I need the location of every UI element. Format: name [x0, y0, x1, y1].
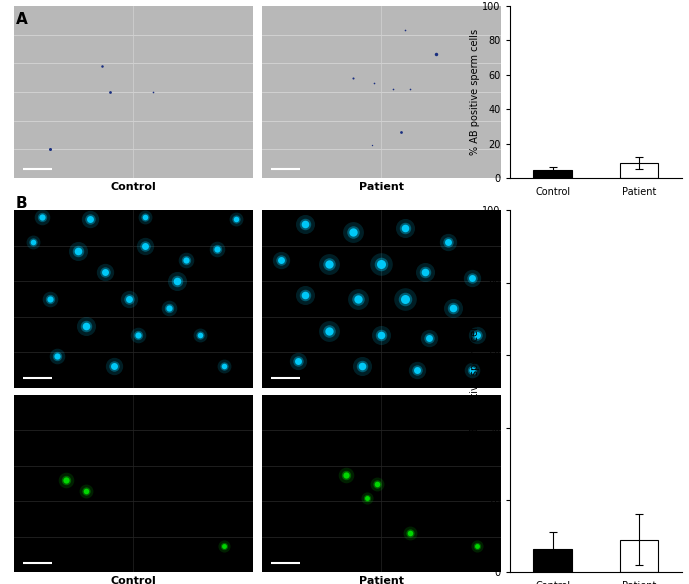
Bar — [619, 540, 659, 572]
X-axis label: Control: Control — [110, 576, 156, 584]
X-axis label: Control: Control — [110, 182, 156, 192]
Y-axis label: % AB positive sperm cells: % AB positive sperm cells — [470, 29, 480, 155]
Bar — [533, 549, 573, 572]
Text: A: A — [16, 12, 28, 27]
Bar — [619, 163, 659, 178]
X-axis label: Patient: Patient — [359, 182, 404, 192]
Bar — [533, 169, 573, 178]
X-axis label: Patient: Patient — [359, 576, 404, 584]
Text: B: B — [16, 196, 28, 211]
Y-axis label: % TUNEL positive sperm cells: % TUNEL positive sperm cells — [470, 319, 480, 464]
